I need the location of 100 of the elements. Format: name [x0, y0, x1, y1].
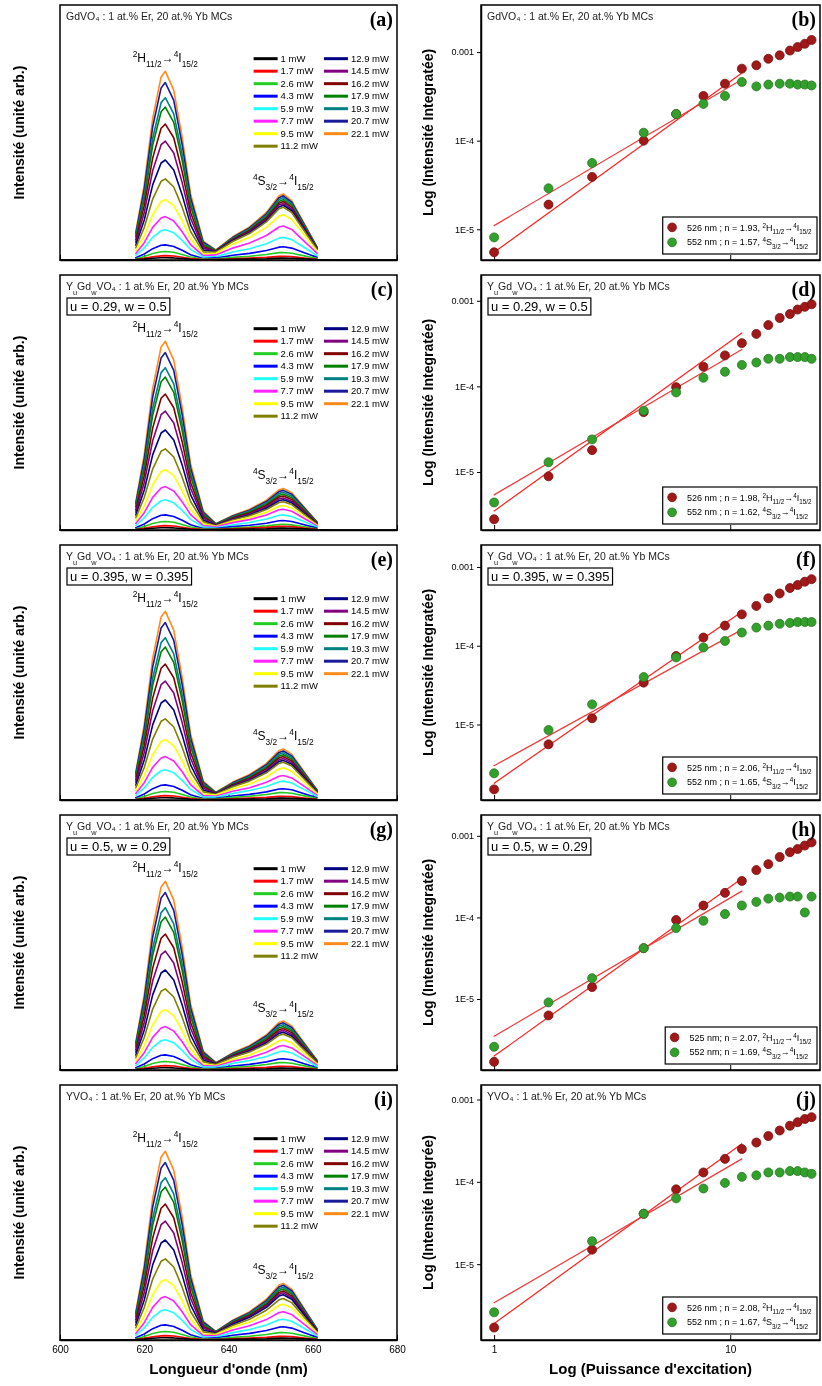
y-axis-title: Intensité (unité arb.) [11, 875, 27, 1010]
legend-label: 5.9 mW [280, 913, 314, 924]
x-tick-label: 10 [725, 1344, 737, 1356]
chart-subtitle: (e) [370, 548, 393, 571]
legend-label: 525 nm ; n = 2.06, $^{2}$H$_{11/2}$→$^{4}$I$_{15/2}$ [687, 761, 812, 775]
legend-label: 17.9 mW [350, 360, 389, 372]
x-tick-label: 620 [136, 1344, 154, 1356]
legend-label: 14.5 mW [350, 1145, 389, 1157]
legend-label: 1 mW [280, 323, 306, 334]
x-tick-label: 660 [304, 1344, 323, 1356]
y-axis-title: Log (Intensité Integrée) [420, 1135, 436, 1290]
legend-label: 20.7 mW [350, 385, 389, 397]
y-axis-title: Log (Intensité Integratée) [420, 588, 436, 757]
legend-label: 7.7 mW [280, 655, 314, 667]
chart-title: GdVO₄ : 1 at.% Er, 20 at.% Yb MCs [487, 10, 654, 22]
chart-title: YVO₄ : 1 at.% Er, 20 at.% Yb MCs [66, 1090, 226, 1102]
text: $^{2}$H$_{11/2}$→$^{4}$I$_{15/2}$ [132, 319, 199, 340]
annotation: $^{4}$S$_{3/2}$→$^{4}$I$_{15/2}$ [252, 171, 314, 192]
legend-label: 20.7 mW [350, 655, 389, 667]
y-tick-label: 1E-4 [454, 136, 474, 147]
legend-label: 9.5 mW [280, 668, 314, 679]
legend-label: 22.1 mW [350, 398, 389, 409]
legend-label: 16.2 mW [350, 1158, 389, 1169]
legend-label: 17.9 mW [350, 900, 389, 912]
legend-label: 5.9 mW [280, 1183, 314, 1194]
y-tick-label: 1E-4 [454, 912, 474, 923]
legend-label: 16.2 mW [350, 618, 389, 629]
legend-label: 19.3 mW [350, 103, 389, 114]
legend-label: 4.3 mW [280, 1170, 314, 1182]
legend-label: 22.1 mW [350, 668, 389, 679]
y-tick-label: 1E-5 [454, 994, 474, 1005]
chart-title: Y$_{u}$Gd$_{w}$VO₄ : 1 at.% Er, 20 at.% Yb MCs [66, 820, 249, 837]
legend-label: 1 mW [280, 53, 306, 64]
legend-label: 4.3 mW [280, 900, 314, 912]
x-tick-label: 680 [389, 1344, 407, 1356]
annotation: $^{4}$S$_{3/2}$→$^{4}$I$_{15/2}$ [252, 1261, 314, 1282]
legend-label: 2.6 mW [280, 1158, 314, 1169]
legend-label: 1 mW [280, 863, 306, 874]
legend-label: 22.1 mW [350, 1208, 389, 1219]
legend-label: 20.7 mW [350, 1195, 389, 1207]
y-tick-label: 1E-4 [454, 641, 474, 652]
text: u = 0.5, w = 0.29 [70, 839, 167, 854]
y-axis-title: Intensité (unité arb.) [11, 335, 27, 470]
legend-label: 552 nm ; n = 1.65, $^{4}$S$_{3/2}$→$^{4}$I$_{15/2}$ [687, 776, 809, 790]
legend-label: 2.6 mW [280, 348, 314, 359]
legend-label: 4.3 mW [280, 360, 314, 372]
chart-subtitle: (h) [791, 818, 816, 841]
text: $^{2}$H$_{11/2}$→$^{4}$I$_{15/2}$ [132, 859, 199, 880]
legend-label: 20.7 mW [350, 115, 389, 127]
text: $^{2}$H$_{11/2}$→$^{4}$I$_{15/2}$ [132, 589, 199, 610]
y-tick-label: 1E-5 [454, 467, 474, 478]
annotation: $^{4}$S$_{3/2}$→$^{4}$I$_{15/2}$ [252, 998, 314, 1019]
chart-subtitle: (d) [791, 278, 816, 301]
chart-subtitle: (g) [369, 818, 393, 841]
chart-title: Y$_{u}$Gd$_{w}$VO₄ : 1 at.% Er, 20 at.% Yb MCs [66, 280, 249, 297]
annotation: $^{4}$S$_{3/2}$→$^{4}$I$_{15/2}$ [252, 727, 314, 748]
legend-label: 7.7 mW [280, 385, 314, 397]
y-tick-label: 0.001 [451, 296, 474, 307]
y-tick-label: 0.001 [451, 47, 474, 58]
legend-label: 12.9 mW [350, 593, 389, 604]
legend-label: 16.2 mW [350, 78, 389, 89]
legend-label: 17.9 mW [350, 90, 389, 102]
x-tick-label: 640 [220, 1344, 238, 1356]
y-axis-title: Log (Intensité Integratée) [420, 48, 436, 217]
chart-title: GdVO₄ : 1 at.% Er, 20 at.% Yb MCs [66, 10, 233, 22]
legend-label: 2.6 mW [280, 618, 314, 629]
legend-label: 2.6 mW [280, 888, 314, 899]
legend-label: 12.9 mW [350, 53, 389, 64]
legend-label: 1 mW [280, 593, 306, 604]
legend-label: 9.5 mW [280, 398, 314, 409]
legend-label: 16.2 mW [350, 888, 389, 899]
legend-label: 7.7 mW [280, 925, 314, 937]
legend-label: 9.5 mW [280, 1208, 314, 1219]
y-tick-label: 1E-5 [454, 224, 474, 235]
legend-label: 552 nm; n = 1.69, $^{4}$S$_{3/2}$→$^{4}$I$_{15/2}$ [689, 1046, 809, 1060]
chart-subtitle: (f) [796, 548, 816, 571]
legend-label: 5.9 mW [280, 373, 314, 384]
legend-label: 20.7 mW [350, 925, 389, 937]
legend-label: 5.9 mW [280, 643, 314, 654]
legend-label: 526 nm ; n = 1.98, $^{2}$H$_{11/2}$→$^{4}$I$_{15/2}$ [687, 491, 812, 505]
y-tick-label: 1E-4 [454, 381, 474, 392]
y-axis-title: Intensité (unité arb.) [11, 605, 27, 740]
legend-label: 1.7 mW [280, 1145, 314, 1157]
legend-label: 4.3 mW [280, 90, 314, 102]
legend-label: 526 nm ; n = 2.08, $^{2}$H$_{11/2}$→$^{4}$I$_{15/2}$ [687, 1301, 812, 1315]
legend-label: 1 mW [280, 1133, 306, 1144]
text: Y$_{u}$Gd$_{w}$VO₄ : 1 at.% Er, 20 at.% Yb MCs [487, 280, 670, 297]
annotation: u = 0.29, w = 0.5 [491, 299, 588, 314]
legend-label: 526 nm ; n = 1.93, $^{2}$H$_{11/2}$→$^{4}$I$_{15/2}$ [687, 221, 812, 235]
y-tick-label: 0.001 [451, 1094, 474, 1105]
y-axis-title: Intensité (unité arb.) [11, 65, 27, 200]
legend-label: 12.9 mW [350, 1133, 389, 1144]
legend-label: 11.2 mW [280, 1220, 318, 1232]
legend-label: 4.3 mW [280, 630, 314, 642]
legend-label: 17.9 mW [350, 630, 389, 642]
text: u = 0.29, w = 0.5 [70, 299, 167, 314]
legend-label: 1.7 mW [280, 335, 314, 347]
x-tick-label: 600 [52, 1344, 70, 1356]
legend-label: 11.2 mW [280, 950, 318, 962]
text: Y$_{u}$Gd$_{w}$VO₄ : 1 at.% Er, 20 at.% Yb MCs [487, 550, 670, 567]
